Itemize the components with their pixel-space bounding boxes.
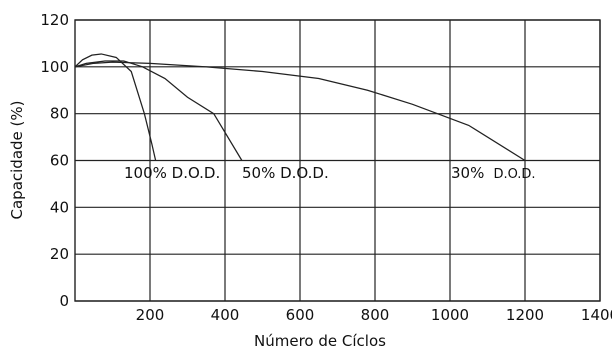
y-tick-label: 120 [40, 11, 69, 29]
x-tick-label: 200 [136, 306, 165, 324]
series-label-50-dod: 50% D.O.D. [242, 164, 329, 182]
y-tick-label: 0 [59, 292, 69, 310]
x-tick-label: 800 [361, 306, 390, 324]
series-label-30-dod: 30% D.O.D. [451, 163, 536, 182]
series-label-30-dod-suffix: D.O.D. [493, 167, 535, 182]
x-tick-label: 1000 [431, 306, 469, 324]
grid-lines [74, 19, 601, 302]
y-axis-title: Capacidade (%) [8, 101, 26, 220]
series-line-2 [74, 61, 526, 162]
plot-frame [74, 19, 601, 302]
y-tick-label: 40 [50, 198, 69, 216]
series-label-100-dod: 100% D.O.D. [124, 164, 220, 182]
x-tick-label: 600 [286, 306, 315, 324]
series-line-1 [74, 60, 243, 161]
y-tick-label: 100 [40, 58, 69, 76]
y-tick-label: 20 [50, 245, 69, 263]
y-tick-label: 80 [50, 105, 69, 123]
x-tick-label: 400 [211, 306, 240, 324]
series-lines [74, 53, 526, 162]
x-axis-title: Número de Cíclos [254, 332, 386, 350]
series-label-30-dod-percent: 30% [451, 164, 484, 182]
y-tick-label: 60 [50, 152, 69, 170]
x-tick-label: 1200 [506, 306, 544, 324]
series-line-0 [74, 53, 157, 161]
